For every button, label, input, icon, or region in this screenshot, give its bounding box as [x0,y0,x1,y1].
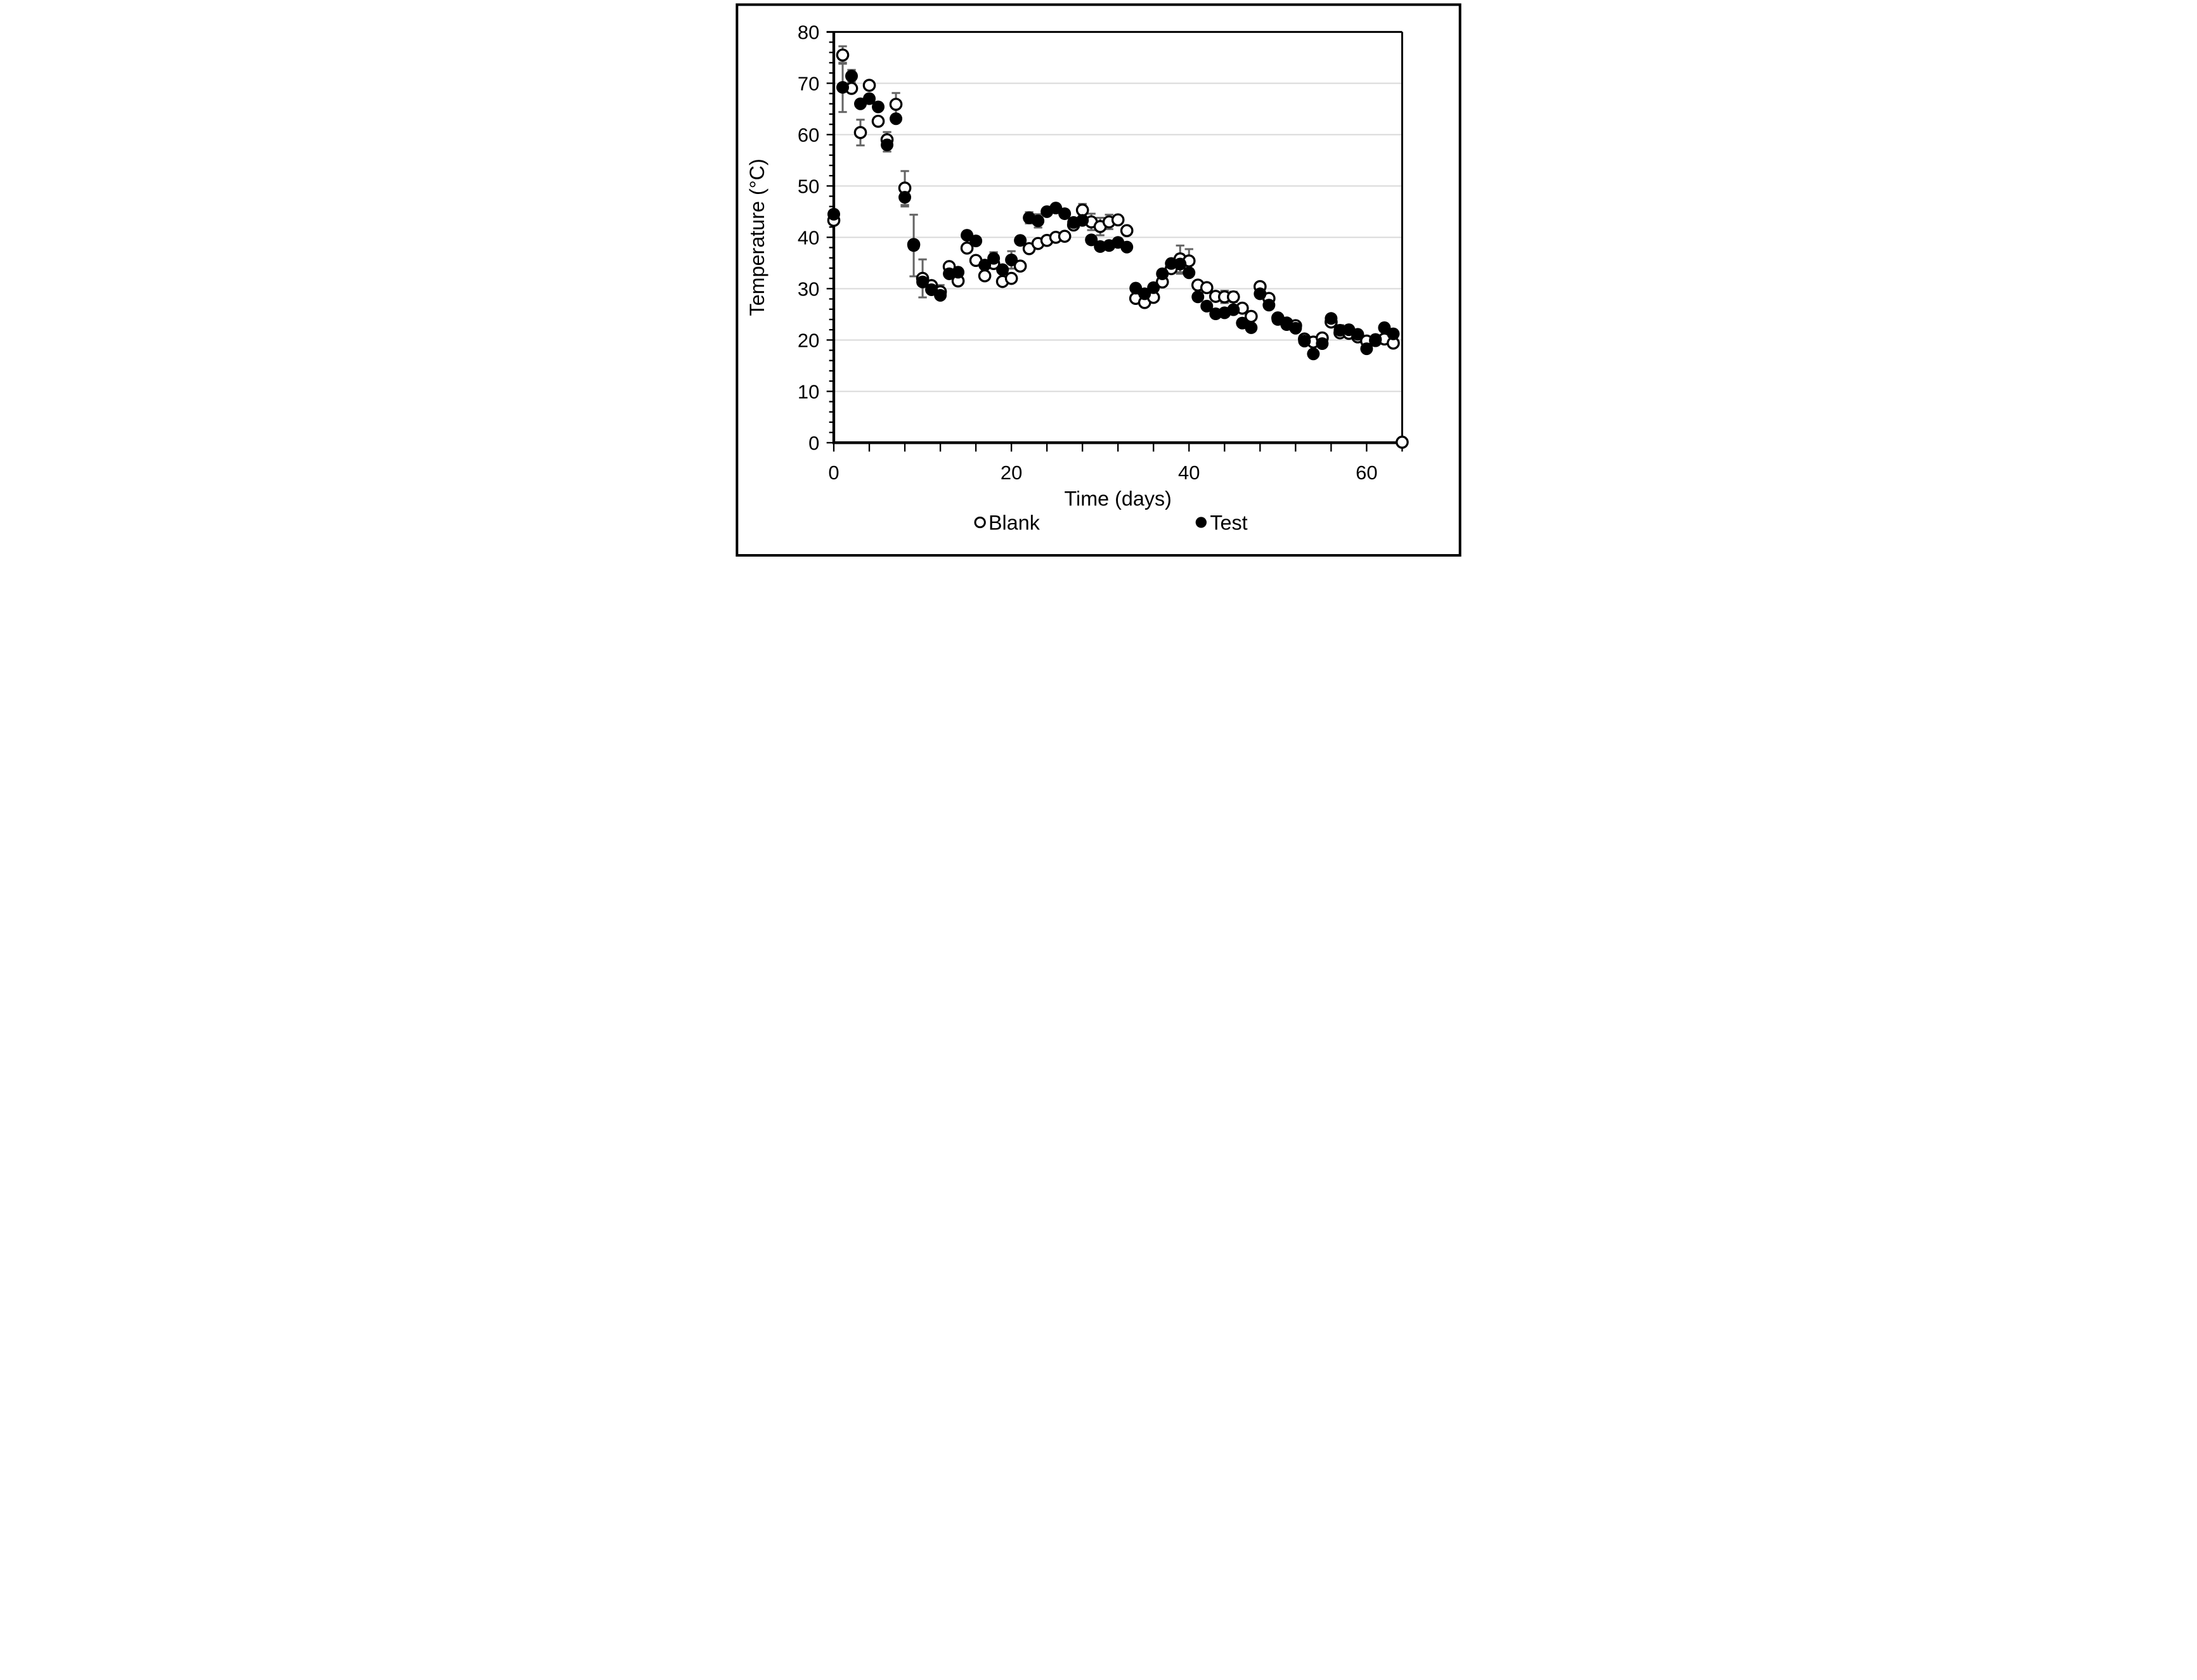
temperature-chart: 0 10 20 30 40 50 60 70 80 0 20 40 60 Time (days) Tempe… [732,0,1465,560]
test-point [907,239,921,252]
blank-point [1396,436,1409,449]
legend-blank-marker [974,516,986,529]
test-point [827,207,841,221]
test-point [987,252,1001,265]
x-tick-labels: 0 20 40 60 [828,462,1377,484]
legend-blank-label: Blank [988,511,1040,534]
blank-point [1075,204,1089,217]
test-point [1387,327,1400,340]
test-point [1147,281,1160,294]
svg-text:50: 50 [798,175,819,197]
test-point [1378,321,1391,334]
blank-point [1120,224,1134,238]
svg-text:60: 60 [1356,462,1377,484]
figure-border [736,3,1461,557]
blank-point [1111,213,1125,227]
test-point [934,288,947,302]
test-point [1325,312,1338,325]
svg-text:0: 0 [808,432,819,454]
test-point [1156,267,1169,280]
test-point [890,112,903,126]
test-point [1316,337,1329,351]
y-axis [826,31,836,444]
blank-point [1058,229,1072,243]
test-point [1174,257,1187,271]
test-point [1014,234,1027,247]
svg-text:70: 70 [798,72,819,94]
test-point [916,275,930,288]
svg-text:0: 0 [828,462,839,484]
chart-figure: 0 10 20 30 40 50 60 70 80 0 20 40 60 Time (days) Tempe… [732,0,1465,560]
test-point [1085,233,1098,247]
svg-text:20: 20 [798,329,819,351]
svg-text:Time (days): Time (days) [1064,487,1171,510]
svg-text:10: 10 [798,380,819,403]
test-point [1200,299,1214,313]
test-point [1289,321,1302,335]
test-point [1076,214,1089,227]
test-point [845,69,859,82]
blank-point [960,242,974,255]
series-test [827,69,1400,361]
test-point [996,263,1009,276]
y-axis-title: Temperature (°C) [746,158,768,316]
x-axis [833,441,1403,452]
blank-point [1013,259,1027,273]
test-point [1351,328,1364,341]
legend-test-label: Test [1210,511,1247,534]
legend: Blank Test [974,511,1248,534]
blank-point [871,114,885,128]
svg-text:60: 60 [798,124,819,146]
blank-point [836,48,850,62]
test-point [1262,299,1276,312]
test-point [1369,333,1382,346]
test-point [1005,253,1018,266]
blank-point [862,79,876,92]
test-point [1254,287,1267,300]
blank-point [1226,290,1240,304]
test-point [969,235,983,248]
test-point [872,100,885,113]
test-point [1191,290,1205,304]
svg-text:Temperature (°C): Temperature (°C) [746,158,768,316]
test-point [1298,334,1311,347]
test-point [952,266,965,279]
test-point [863,92,876,105]
test-point [1227,303,1240,316]
blank-point [1200,281,1214,295]
test-point [1058,207,1072,221]
y-tick-labels: 0 10 20 30 40 50 60 70 80 [798,21,819,454]
test-point [1307,347,1320,361]
test-point [1183,266,1196,280]
x-axis-title: Time (days) [1064,487,1171,510]
test-point [1245,321,1258,334]
test-point [978,259,992,272]
blank-point [978,269,992,283]
svg-text:40: 40 [1178,462,1200,484]
test-point [1032,214,1045,228]
test-point [898,191,912,204]
legend-test-marker [1195,517,1207,528]
test-point [1360,342,1373,356]
blank-point [1004,271,1018,285]
svg-text:80: 80 [798,21,819,43]
plot-frame [826,30,1403,443]
svg-text:30: 30 [798,278,819,300]
svg-text:20: 20 [1001,462,1022,484]
svg-text:40: 40 [798,226,819,249]
blank-point [853,126,867,139]
test-point [1138,287,1151,300]
test-point [836,81,850,94]
blank-point [889,98,903,111]
test-point [1120,240,1134,254]
test-point [881,138,894,152]
